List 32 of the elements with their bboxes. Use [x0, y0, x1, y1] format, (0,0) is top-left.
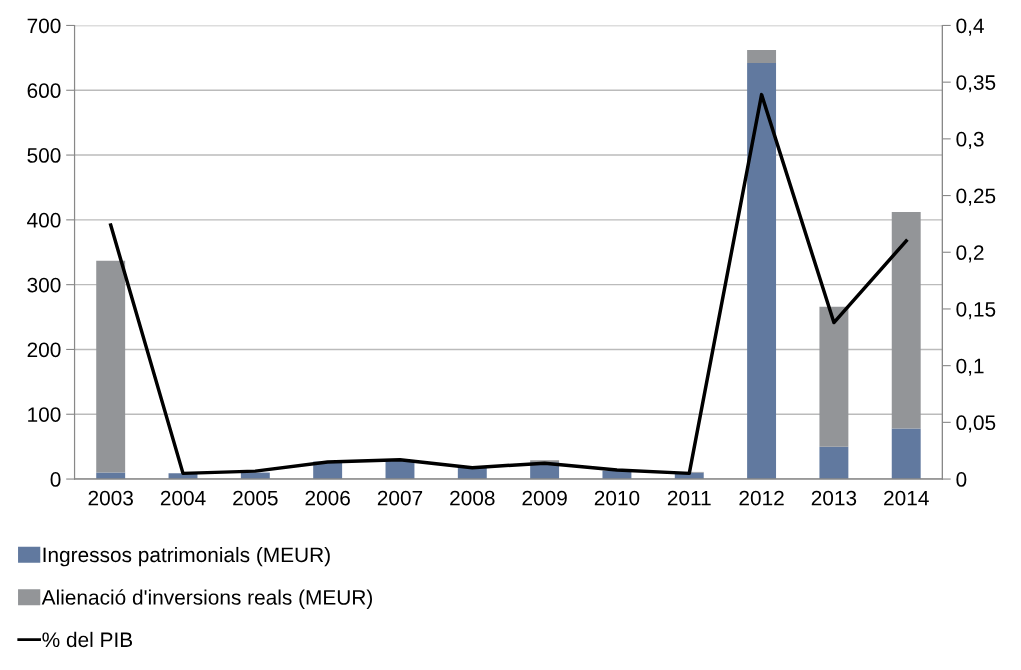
y2-tick-label: 0,3 — [956, 131, 984, 150]
x-tick-label: 2006 — [305, 490, 350, 506]
x-tick-label: 2003 — [88, 490, 133, 506]
y2-tick-label: 0,15 — [956, 301, 996, 320]
x-tick-label: 2011 — [667, 490, 711, 506]
x-tick-label: 2013 — [811, 490, 857, 506]
x-tick-label: 2012 — [739, 490, 784, 506]
x-tick-label: 2004 — [160, 490, 206, 506]
y2-tick-label: 0,35 — [956, 75, 996, 93]
y-tick-label: 500 — [27, 148, 61, 163]
y-tick-label: 100 — [28, 407, 61, 423]
y2-tick-label: 0,1 — [956, 358, 984, 376]
y-tick-label: 200 — [27, 342, 61, 358]
legend-label: % del PIB — [42, 631, 133, 648]
x-tick-label: 2010 — [594, 490, 640, 506]
legend-label: Ingressos patrimonials (MEUR) — [43, 546, 330, 567]
x-tick-label: 2008 — [450, 490, 495, 506]
y2-tick-label: 0,2 — [956, 245, 984, 263]
y-tick-label: 300 — [27, 277, 61, 293]
x-tick-label: 2009 — [522, 490, 567, 506]
y2-tick-label: 0,4 — [956, 18, 984, 36]
y2-tick-label: 0,25 — [956, 188, 996, 206]
x-tick-label: 2007 — [377, 490, 423, 506]
y-tick-label: 0 — [50, 472, 61, 487]
x-tick-label: 2005 — [233, 490, 278, 506]
y-tick-label: 700 — [27, 18, 61, 34]
y-tick-label: 400 — [27, 212, 61, 228]
y2-tick-label: 0 — [956, 472, 967, 487]
y2-tick-label: 0,05 — [956, 415, 996, 433]
x-tick-label: 2014 — [884, 490, 929, 506]
y-tick-label: 600 — [27, 83, 61, 99]
legend-label: Alienació d'inversions reals (MEUR) — [41, 589, 373, 609]
